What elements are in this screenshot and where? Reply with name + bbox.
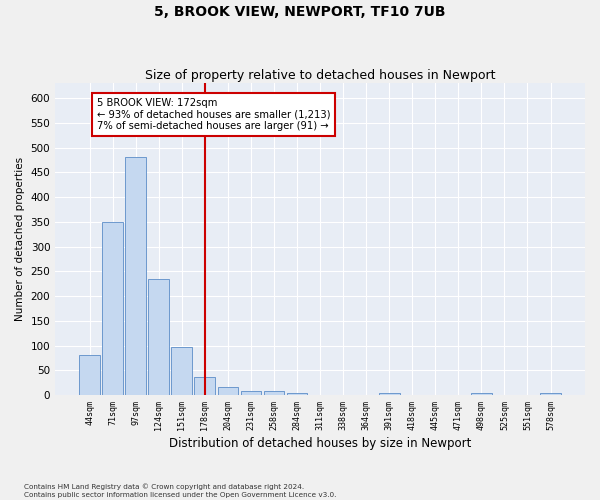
Bar bbox=[194, 377, 215, 395]
X-axis label: Distribution of detached houses by size in Newport: Distribution of detached houses by size … bbox=[169, 437, 471, 450]
Bar bbox=[148, 279, 169, 395]
Bar bbox=[172, 347, 192, 395]
Bar bbox=[218, 388, 238, 395]
Bar bbox=[540, 392, 561, 395]
Text: 5, BROOK VIEW, NEWPORT, TF10 7UB: 5, BROOK VIEW, NEWPORT, TF10 7UB bbox=[154, 5, 446, 19]
Bar bbox=[125, 158, 146, 395]
Text: 5 BROOK VIEW: 172sqm
← 93% of detached houses are smaller (1,213)
7% of semi-det: 5 BROOK VIEW: 172sqm ← 93% of detached h… bbox=[97, 98, 330, 131]
Bar bbox=[241, 391, 262, 395]
Title: Size of property relative to detached houses in Newport: Size of property relative to detached ho… bbox=[145, 69, 496, 82]
Bar bbox=[379, 392, 400, 395]
Bar bbox=[471, 392, 492, 395]
Y-axis label: Number of detached properties: Number of detached properties bbox=[15, 157, 25, 321]
Bar bbox=[263, 391, 284, 395]
Text: Contains HM Land Registry data © Crown copyright and database right 2024.
Contai: Contains HM Land Registry data © Crown c… bbox=[24, 484, 337, 498]
Bar bbox=[79, 354, 100, 395]
Bar bbox=[102, 222, 123, 395]
Bar bbox=[287, 392, 307, 395]
